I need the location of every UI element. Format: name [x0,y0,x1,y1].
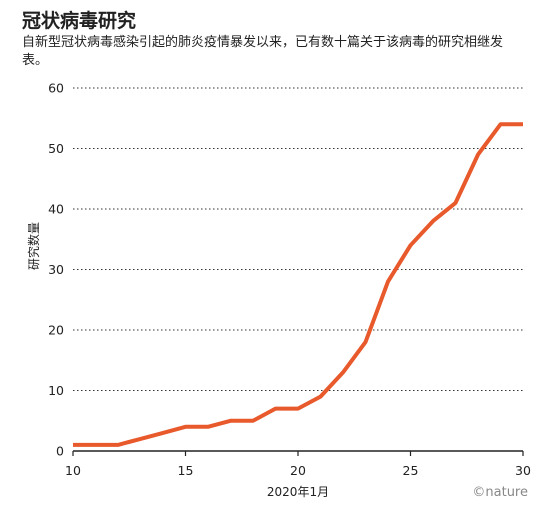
y-tick-label-30: 30 [48,262,64,277]
y-tick-label-40: 40 [48,202,64,217]
gridlines [73,87,523,452]
y-tick-label-50: 50 [48,141,64,156]
y-tick-label-0: 0 [56,444,64,459]
y-axis-label: 研究数量 [26,222,41,270]
x-tick-label-20: 20 [290,463,306,478]
y-tick-label-20: 20 [48,323,64,338]
y-tick-labels: 0 10 20 30 40 50 60 [48,81,64,459]
x-tick-label-10: 10 [65,463,81,478]
x-tick-label-30: 30 [515,463,531,478]
x-tick-label-15: 15 [178,463,194,478]
nature-logo: ©nature [472,485,528,500]
chart-title: 冠状病毒研究 [22,10,137,32]
x-axis-label: 2020年1月 [267,485,329,499]
series-layer [73,122,523,447]
y-tick-label-60: 60 [48,81,64,96]
series-line-0 [73,122,523,447]
x-tick-labels: 10 15 20 25 30 [65,451,531,478]
y-tick-label-10: 10 [48,383,64,398]
x-tick-label-25: 25 [403,463,419,478]
chart-subtitle: 自新型冠状病毒感染引起的肺炎疫情暴发以来，已有数十篇关于该病毒的研究相继发表。 [22,35,504,68]
